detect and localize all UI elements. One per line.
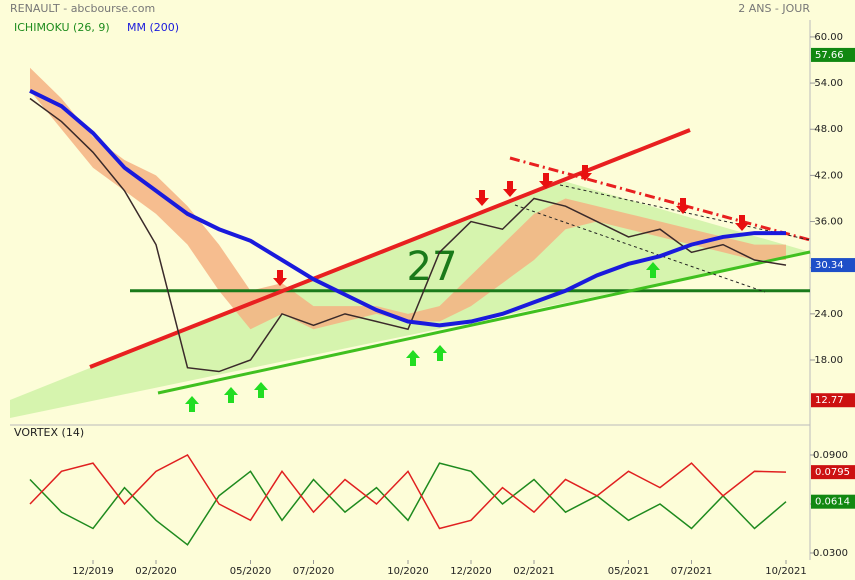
- buy-arrow: [646, 262, 660, 278]
- legend-entry: MM (200): [127, 21, 179, 34]
- chart-title: RENAULT - abcbourse.com: [10, 2, 155, 15]
- x-tick-label: 10/2020: [387, 566, 429, 577]
- y-tick-label: 36.00: [814, 217, 843, 228]
- trendline: [559, 184, 811, 241]
- sell-arrow: [735, 215, 749, 231]
- x-tick-label: 12/2020: [450, 566, 492, 577]
- buy-arrow: [254, 382, 268, 398]
- value-box: [811, 258, 855, 273]
- x-tick-label: 07/2021: [671, 566, 713, 577]
- buy-arrow: [224, 387, 238, 403]
- x-tick-label: 12/2019: [72, 566, 114, 577]
- level-label: 27: [407, 244, 458, 290]
- sell-arrow: [475, 190, 489, 206]
- sell-arrow: [539, 173, 553, 189]
- sell-arrow: [578, 165, 592, 181]
- sell-arrow: [503, 181, 517, 197]
- vortex-line: [29, 454, 787, 530]
- sell-arrow: [273, 270, 287, 286]
- wedge-fill: [10, 180, 810, 418]
- buy-arrow: [185, 396, 199, 412]
- indicator-title: VORTEX (14): [14, 426, 84, 439]
- trendline: [514, 204, 766, 293]
- value-box-label: 12.77: [815, 395, 844, 406]
- x-tick-label: 10/2021: [765, 566, 807, 577]
- buy-arrow: [406, 350, 420, 366]
- value-box: [811, 494, 855, 509]
- value-box-label: 57.66: [815, 50, 844, 61]
- x-tick-label: 07/2020: [293, 566, 335, 577]
- x-tick-label: 05/2021: [608, 566, 650, 577]
- trendline: [157, 250, 811, 395]
- y-tick-label: 42.00: [814, 170, 843, 181]
- price-line: [29, 97, 787, 373]
- value-box-label: 0.0795: [815, 467, 850, 478]
- y-tick-label: 18.00: [814, 355, 843, 366]
- y-tick-label: 0.0900: [813, 450, 848, 461]
- value-box-label: 30.34: [815, 260, 844, 271]
- y-tick-label: 48.00: [814, 124, 843, 135]
- buy-arrow: [433, 345, 447, 361]
- value-box: [811, 47, 855, 62]
- value-box-label: 0.0614: [815, 497, 850, 508]
- y-tick-label: 60.00: [814, 32, 843, 43]
- x-tick-label: 05/2020: [230, 566, 272, 577]
- legend-entry: ICHIMOKU (26, 9): [14, 21, 110, 34]
- y-tick-label: 54.00: [814, 78, 843, 89]
- trendline: [509, 156, 811, 242]
- chart-subtitle: 2 ANS - JOUR: [738, 2, 810, 15]
- value-box: [811, 393, 855, 408]
- vortex-line: [29, 462, 787, 546]
- value-box: [811, 465, 855, 480]
- y-tick-label: 24.00: [814, 309, 843, 320]
- x-tick-label: 02/2021: [513, 566, 555, 577]
- ichimoku-cloud: [30, 67, 786, 330]
- trendline: [89, 128, 691, 369]
- moving-average: [29, 88, 786, 328]
- x-tick-label: 02/2020: [135, 566, 177, 577]
- sell-arrow: [676, 198, 690, 214]
- y-tick-label: 0.0300: [813, 548, 848, 559]
